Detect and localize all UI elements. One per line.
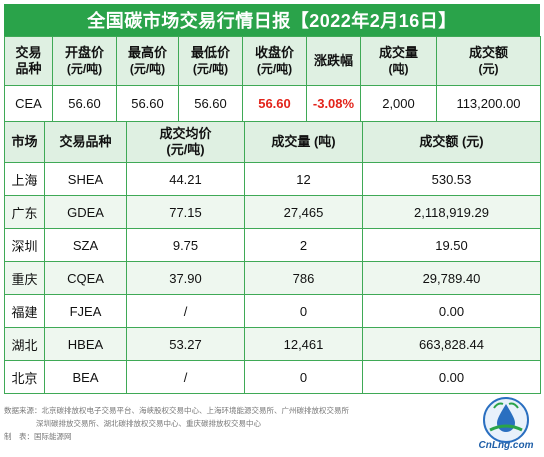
cell-amount: 29,789.40 (362, 261, 541, 295)
col-open: 开盘价 (元/吨) (52, 36, 117, 86)
cell-avg-price: / (126, 294, 245, 328)
national-market-table: 交易 品种 开盘价 (元/吨) 最高价 (元/吨) 最低价 (元/吨) 收盘价 (元/吨)… (4, 36, 541, 122)
table-row: 深圳 SZA 9.75 2 19.50 (4, 228, 541, 262)
cell-low: 56.60 (178, 85, 243, 122)
cell-product: CEA (4, 85, 53, 122)
report-container: 全国碳市场交易行情日报【2022年2月16日】 交易 品种 开盘价 (元/吨) 最高… (4, 4, 541, 394)
col-regional-product: 交易品种 (44, 121, 127, 163)
cell-market: 福建 (4, 294, 45, 328)
col-product: 交易 品种 (4, 36, 53, 86)
national-header-row: 交易 品种 开盘价 (元/吨) 最高价 (元/吨) 最低价 (元/吨) 收盘价 (元/吨)… (4, 36, 541, 86)
cell-market: 广东 (4, 195, 45, 229)
col-market: 市场 (4, 121, 45, 163)
table-row: 福建 FJEA / 0 0.00 (4, 294, 541, 328)
table-maker: 制 表：国际能源网 (4, 432, 72, 441)
cell-product: GDEA (44, 195, 127, 229)
table-row: 重庆 CQEA 37.90 786 29,789.40 (4, 261, 541, 295)
national-data-row: CEA 56.60 56.60 56.60 56.60 -3.08% 2,000… (4, 85, 541, 122)
cell-market: 湖北 (4, 327, 45, 361)
source-line-1: 数据来源：北京碳排放权电子交易平台、海峡股权交易中心、上海环境能源交易所、广州碳… (4, 406, 349, 415)
table-row: 湖北 HBEA 53.27 12,461 663,828.44 (4, 327, 541, 361)
cell-volume: 0 (244, 360, 363, 394)
cell-high: 56.60 (116, 85, 179, 122)
col-volume: 成交量 (吨) (360, 36, 437, 86)
report-title: 全国碳市场交易行情日报【2022年2月16日】 (4, 4, 540, 36)
cell-amount: 19.50 (362, 228, 541, 262)
cell-product: FJEA (44, 294, 127, 328)
cell-avg-price: 44.21 (126, 162, 245, 196)
cell-product: SHEA (44, 162, 127, 196)
energy-drop-logo-icon (483, 397, 529, 443)
cell-product: HBEA (44, 327, 127, 361)
cell-product: SZA (44, 228, 127, 262)
col-avg-price: 成交均价 (元/吨) (126, 121, 245, 163)
cell-avg-price: 37.90 (126, 261, 245, 295)
cell-avg-price: 9.75 (126, 228, 245, 262)
col-close: 收盘价 (元/吨) (242, 36, 307, 86)
cell-volume: 2 (244, 228, 363, 262)
cell-amount: 0.00 (362, 294, 541, 328)
cell-amount: 2,118,919.29 (362, 195, 541, 229)
regional-market-table: 市场 交易品种 成交均价 (元/吨) 成交量 (吨) 成交额 (元) 上海 SHE… (4, 121, 541, 394)
cell-open: 56.60 (52, 85, 117, 122)
cell-product: BEA (44, 360, 127, 394)
cell-amount: 663,828.44 (362, 327, 541, 361)
logo-text: CnLng.com (478, 440, 534, 451)
col-amount: 成交额 (元) (436, 36, 541, 86)
col-low: 最低价 (元/吨) (178, 36, 243, 86)
cell-amount: 113,200.00 (436, 85, 541, 122)
cell-volume: 27,465 (244, 195, 363, 229)
cell-product: CQEA (44, 261, 127, 295)
cell-avg-price: 77.15 (126, 195, 245, 229)
cell-market: 上海 (4, 162, 45, 196)
source-line-2: 深圳碳排放交易所、湖北碳排放权交易中心、重庆碳排放权交易中心 (36, 419, 261, 428)
cell-volume: 786 (244, 261, 363, 295)
cell-volume: 12,461 (244, 327, 363, 361)
source-footer: 数据来源：北京碳排放权电子交易平台、海峡股权交易中心、上海环境能源交易所、广州碳… (4, 404, 434, 443)
cell-avg-price: 53.27 (126, 327, 245, 361)
cell-change: -3.08% (306, 85, 361, 122)
col-change: 涨跌幅 (306, 36, 361, 86)
col-regional-amount: 成交额 (元) (362, 121, 541, 163)
cell-volume: 2,000 (360, 85, 437, 122)
regional-header-row: 市场 交易品种 成交均价 (元/吨) 成交量 (吨) 成交额 (元) (4, 121, 541, 163)
cell-avg-price: / (126, 360, 245, 394)
cell-volume: 12 (244, 162, 363, 196)
table-row: 上海 SHEA 44.21 12 530.53 (4, 162, 541, 196)
cell-market: 深圳 (4, 228, 45, 262)
cell-amount: 0.00 (362, 360, 541, 394)
table-row: 广东 GDEA 77.15 27,465 2,118,919.29 (4, 195, 541, 229)
col-regional-volume: 成交量 (吨) (244, 121, 363, 163)
col-high: 最高价 (元/吨) (116, 36, 179, 86)
cell-amount: 530.53 (362, 162, 541, 196)
cell-close: 56.60 (242, 85, 307, 122)
cell-volume: 0 (244, 294, 363, 328)
table-row: 北京 BEA / 0 0.00 (4, 360, 541, 394)
cell-market: 重庆 (4, 261, 45, 295)
cell-market: 北京 (4, 360, 45, 394)
